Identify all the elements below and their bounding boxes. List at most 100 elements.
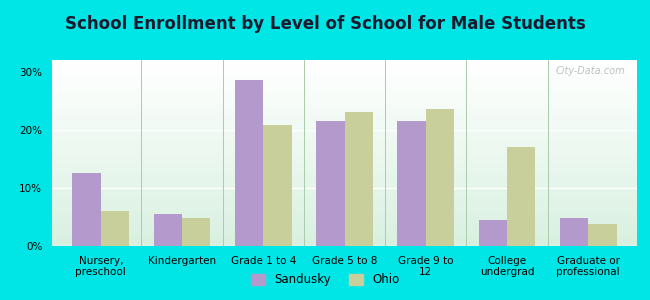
Bar — [52, 224, 637, 225]
Bar — [52, 79, 637, 80]
Bar — [478, 220, 507, 246]
Bar — [52, 102, 637, 103]
Bar — [52, 197, 637, 198]
Bar — [52, 118, 637, 119]
Bar — [52, 147, 637, 148]
Bar — [182, 218, 211, 246]
Bar — [52, 70, 637, 71]
Bar — [52, 83, 637, 84]
Bar — [52, 230, 637, 231]
Bar — [52, 204, 637, 205]
Bar — [52, 76, 637, 77]
Bar — [52, 169, 637, 170]
Bar — [52, 155, 637, 156]
Bar — [52, 178, 637, 179]
Bar — [52, 61, 637, 62]
Bar — [52, 157, 637, 158]
Bar — [52, 90, 637, 91]
Bar — [52, 185, 637, 186]
Bar — [52, 94, 637, 95]
Bar — [52, 109, 637, 110]
Bar — [52, 111, 637, 112]
Bar — [52, 167, 637, 168]
Bar — [52, 110, 637, 111]
Bar — [52, 151, 637, 152]
Bar — [52, 93, 637, 94]
Bar — [52, 199, 637, 200]
Bar — [52, 73, 637, 74]
Bar — [52, 232, 637, 233]
Bar — [52, 218, 637, 219]
Bar — [52, 63, 637, 64]
Bar — [52, 222, 637, 223]
Bar — [52, 207, 637, 208]
Bar — [52, 67, 637, 68]
Bar — [52, 243, 637, 244]
Legend: Sandusky, Ohio: Sandusky, Ohio — [246, 269, 404, 291]
Bar — [52, 87, 637, 88]
Bar — [52, 189, 637, 190]
Bar — [52, 211, 637, 212]
Bar — [52, 133, 637, 134]
Bar — [52, 219, 637, 220]
Bar — [52, 78, 637, 79]
Bar — [52, 215, 637, 216]
Bar — [52, 152, 637, 153]
Bar — [52, 137, 637, 138]
Bar — [52, 113, 637, 114]
Bar — [52, 223, 637, 224]
Bar — [52, 164, 637, 165]
Bar — [52, 183, 637, 184]
Bar — [52, 186, 637, 187]
Bar — [52, 68, 637, 69]
Bar — [52, 75, 637, 76]
Bar — [52, 106, 637, 107]
Bar — [52, 201, 637, 202]
Bar — [52, 89, 637, 90]
Bar — [52, 221, 637, 222]
Bar — [52, 238, 637, 239]
Bar — [52, 146, 637, 147]
Bar — [52, 153, 637, 154]
Bar — [52, 128, 637, 129]
Bar — [52, 163, 637, 164]
Bar — [52, 120, 637, 121]
Bar — [52, 130, 637, 131]
Bar — [52, 180, 637, 181]
Bar — [52, 236, 637, 237]
Bar — [52, 139, 637, 140]
Bar — [52, 245, 637, 246]
Bar — [52, 116, 637, 117]
Bar — [52, 121, 637, 122]
Bar — [52, 64, 637, 65]
Bar — [52, 202, 637, 203]
Bar — [52, 138, 637, 139]
Bar — [52, 132, 637, 133]
Bar — [153, 214, 182, 246]
Bar — [52, 213, 637, 214]
Bar — [344, 112, 373, 246]
Bar — [52, 119, 637, 120]
Bar — [52, 105, 637, 106]
Bar — [507, 147, 536, 246]
Bar — [52, 226, 637, 227]
Bar — [52, 202, 637, 203]
Bar — [52, 206, 637, 207]
Bar — [52, 156, 637, 157]
Bar — [52, 149, 637, 150]
Text: City-Data.com: City-Data.com — [556, 66, 625, 76]
Bar — [52, 88, 637, 89]
Bar — [52, 194, 637, 195]
Bar — [52, 160, 637, 161]
Bar — [52, 193, 637, 194]
Bar — [52, 210, 637, 211]
Bar — [52, 71, 637, 72]
Bar — [52, 228, 637, 229]
Bar — [52, 196, 637, 197]
Bar — [52, 96, 637, 97]
Bar — [52, 100, 637, 101]
Bar — [52, 240, 637, 241]
Bar — [52, 85, 637, 86]
Bar — [560, 218, 588, 246]
Bar — [52, 60, 637, 61]
